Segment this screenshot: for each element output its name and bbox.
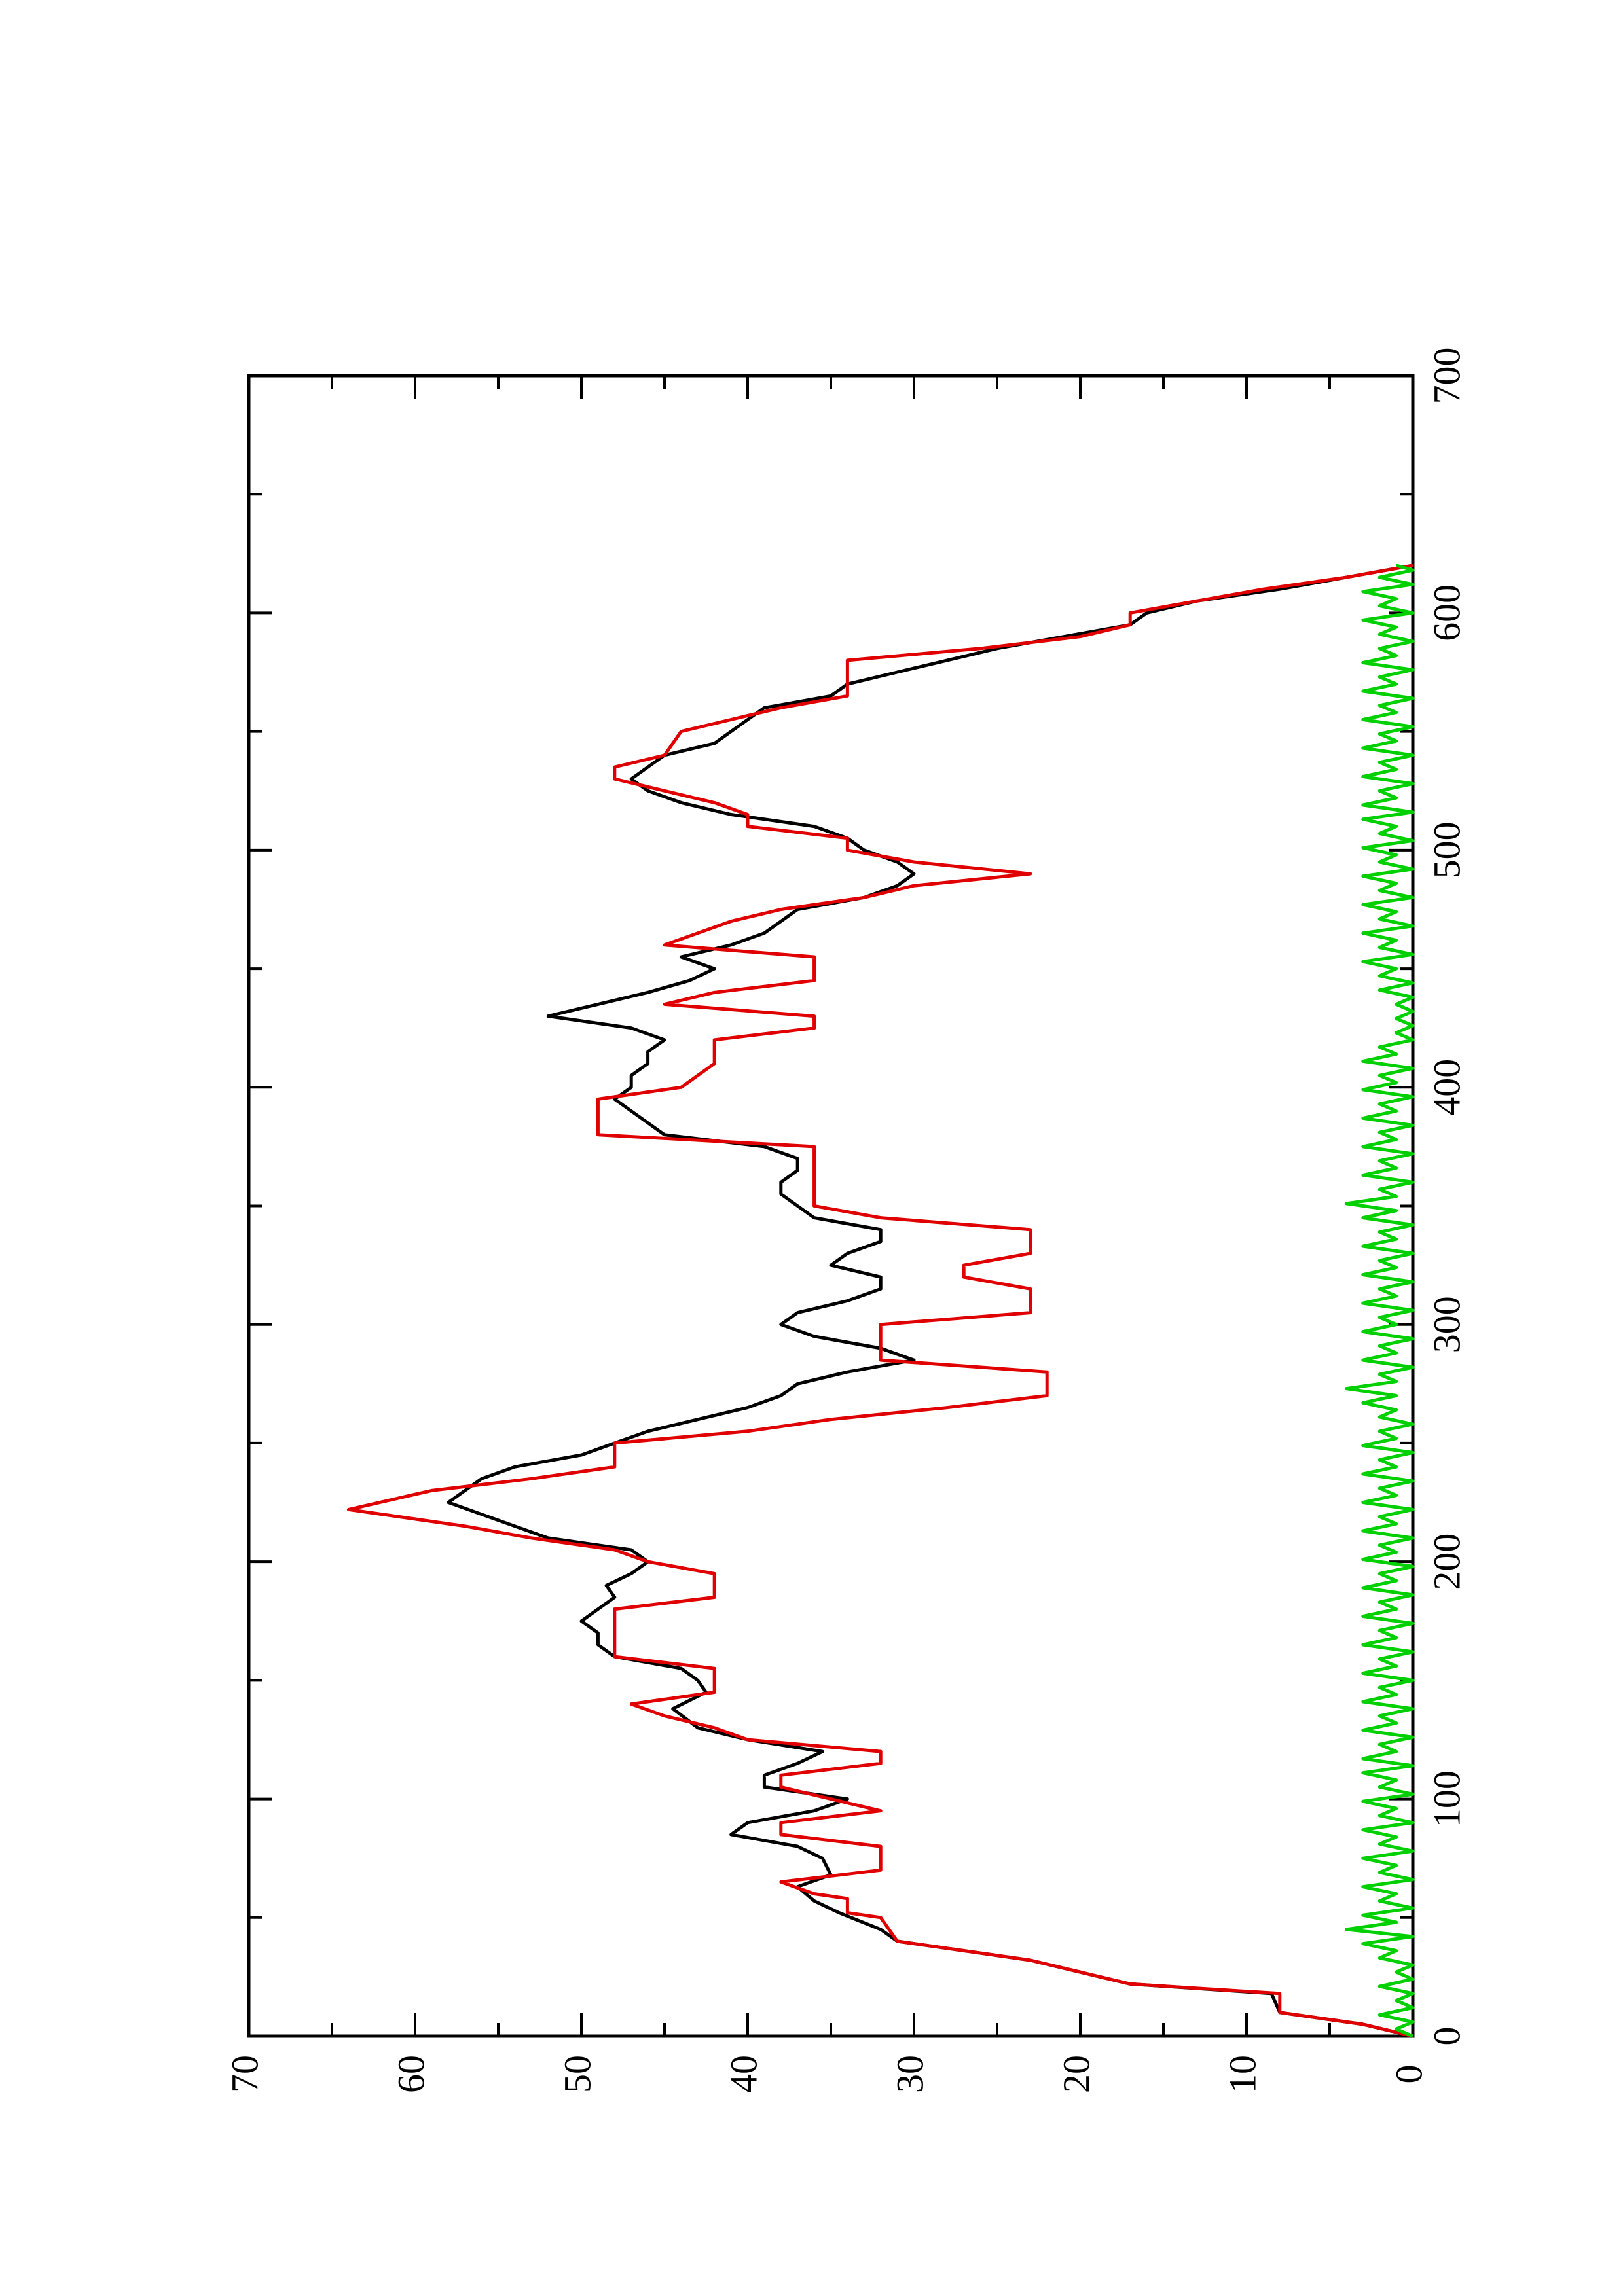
x-tick-label: 100 [1425, 1770, 1468, 1827]
series-layer [346, 564, 1415, 2038]
y-tick-label: 20 [1055, 2055, 1097, 2093]
x-tick-label: 0 [1425, 2027, 1468, 2046]
y-tick-label: 60 [390, 2055, 432, 2093]
x-tick-label: 600 [1425, 584, 1468, 641]
x-tick-label: 400 [1425, 1059, 1468, 1116]
y-tick-label: 30 [888, 2055, 931, 2093]
x-tick-label: 500 [1425, 821, 1468, 878]
plot-frame [247, 374, 1415, 2038]
axis-ticks [247, 374, 1414, 2037]
y-tick-label: 10 [1221, 2055, 1264, 2093]
series-line-1 [447, 564, 1413, 2038]
y-tick-label: 40 [722, 2055, 765, 2093]
y-tick-label: 50 [556, 2055, 598, 2093]
tick-labels: 0 100 200 300 400 500 600 700 0 10 20 30 40 50 60 70 [223, 348, 1468, 2094]
series-line-3 [1344, 564, 1415, 2038]
x-tick-label: 200 [1425, 1534, 1468, 1590]
y-tick-label: 0 [1387, 2065, 1430, 2084]
x-tick-label: 300 [1425, 1296, 1468, 1353]
x-tick-label: 700 [1425, 348, 1468, 404]
series-line-2 [346, 564, 1413, 2038]
y-tick-label: 70 [223, 2055, 266, 2093]
